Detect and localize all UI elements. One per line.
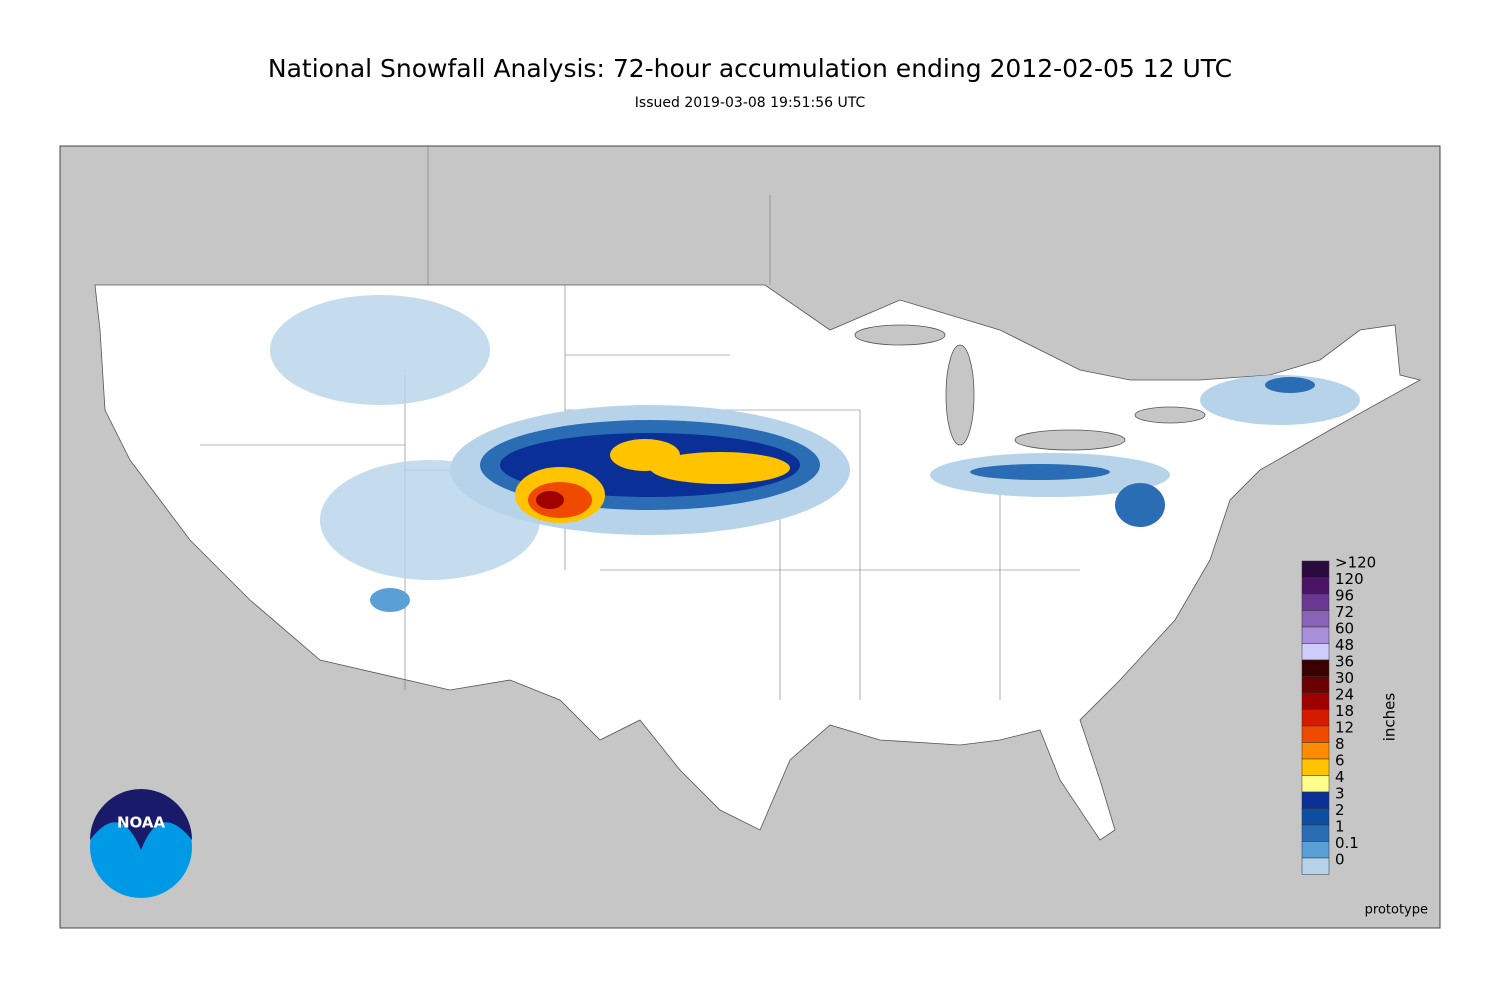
- legend-label: 3: [1335, 785, 1345, 803]
- legend-swatch: [1301, 593, 1330, 611]
- great-lakes: [854, 324, 1206, 451]
- legend-swatch: [1301, 758, 1330, 776]
- legend-swatch: [1301, 676, 1330, 694]
- legend-label: 96: [1335, 587, 1354, 605]
- legend-swatch: [1301, 725, 1330, 743]
- legend-swatch: [1301, 610, 1330, 628]
- legend-swatch: [1301, 857, 1330, 875]
- legend-swatch: [1301, 659, 1330, 677]
- title: National Snowfall Analysis: 72-hour accu…: [268, 54, 1232, 83]
- legend-label: 36: [1335, 653, 1354, 671]
- legend-label: 12: [1335, 719, 1354, 737]
- legend-swatch: [1301, 643, 1330, 661]
- legend-label: 60: [1335, 620, 1354, 638]
- legend-label: 0: [1335, 851, 1345, 869]
- noaa-logo: NOAA: [90, 789, 192, 898]
- legend-swatch: [1301, 824, 1330, 842]
- legend-swatch: [1301, 791, 1330, 809]
- legend-label: 4: [1335, 768, 1345, 786]
- legend-title: inches: [1381, 693, 1399, 742]
- legend-swatch: [1301, 560, 1330, 578]
- legend-label: 30: [1335, 669, 1354, 687]
- legend-swatch: [1301, 841, 1330, 859]
- legend-label: 48: [1335, 636, 1354, 654]
- legend-swatch: [1301, 692, 1330, 710]
- snowfall: [270, 295, 1360, 612]
- legend-label: 72: [1335, 603, 1354, 621]
- legend-swatch: [1301, 742, 1330, 760]
- legend-swatch: [1301, 775, 1330, 793]
- legend-label: 8: [1335, 735, 1345, 753]
- legend-label: 18: [1335, 702, 1354, 720]
- legend-label: 6: [1335, 752, 1345, 770]
- legend-label: 24: [1335, 686, 1354, 704]
- footer-note: prototype: [1365, 903, 1428, 918]
- subtitle: Issued 2019-03-08 19:51:56 UTC: [635, 95, 866, 111]
- legend-swatch: [1301, 626, 1330, 644]
- legend-swatch: [1301, 808, 1330, 826]
- legend-label: 0.1: [1335, 834, 1359, 852]
- legend-label: 2: [1335, 801, 1345, 819]
- conus: [94, 284, 1422, 841]
- map: NOAA prototype: [59, 145, 1441, 929]
- logo-text: NOAA: [117, 814, 166, 832]
- legend-label: >120: [1335, 554, 1376, 572]
- legend-label: 120: [1335, 570, 1364, 588]
- legend-label: 1: [1335, 818, 1345, 836]
- legend-swatch: [1301, 709, 1330, 727]
- legend-swatch: [1301, 577, 1330, 595]
- legend: inches >1201209672604836302418128643210.…: [1301, 554, 1399, 875]
